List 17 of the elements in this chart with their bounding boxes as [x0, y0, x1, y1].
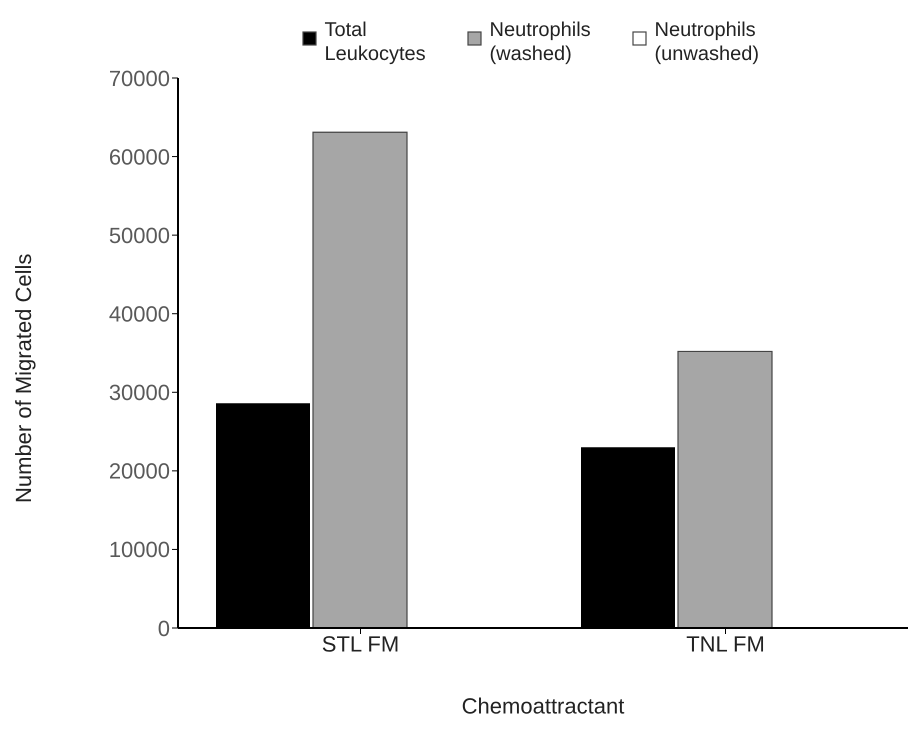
y-tick-label: 50000	[108, 222, 170, 248]
bar	[677, 350, 773, 628]
x-tick-label: TNL FM	[686, 632, 765, 657]
bar	[312, 132, 408, 628]
y-axis-title: Number of Migrated Cells	[10, 254, 36, 503]
x-tick-label: STL FM	[322, 632, 400, 657]
legend-label: Neutrophils (unwashed)	[654, 18, 760, 66]
y-tick-label: 60000	[108, 144, 170, 170]
legend-label: Neutrophils (washed)	[490, 18, 592, 66]
y-tick-label: 20000	[108, 458, 170, 484]
y-tick-label: 10000	[108, 537, 170, 562]
legend-label: Total Leukocytes	[324, 18, 427, 66]
x-axis-title: Chemoattractant	[462, 694, 624, 719]
y-tick-label: 0	[158, 616, 170, 641]
y-tick-label: 70000	[108, 66, 170, 91]
y-tick-label: 40000	[108, 302, 170, 327]
y-tick-label: 30000	[108, 380, 170, 406]
